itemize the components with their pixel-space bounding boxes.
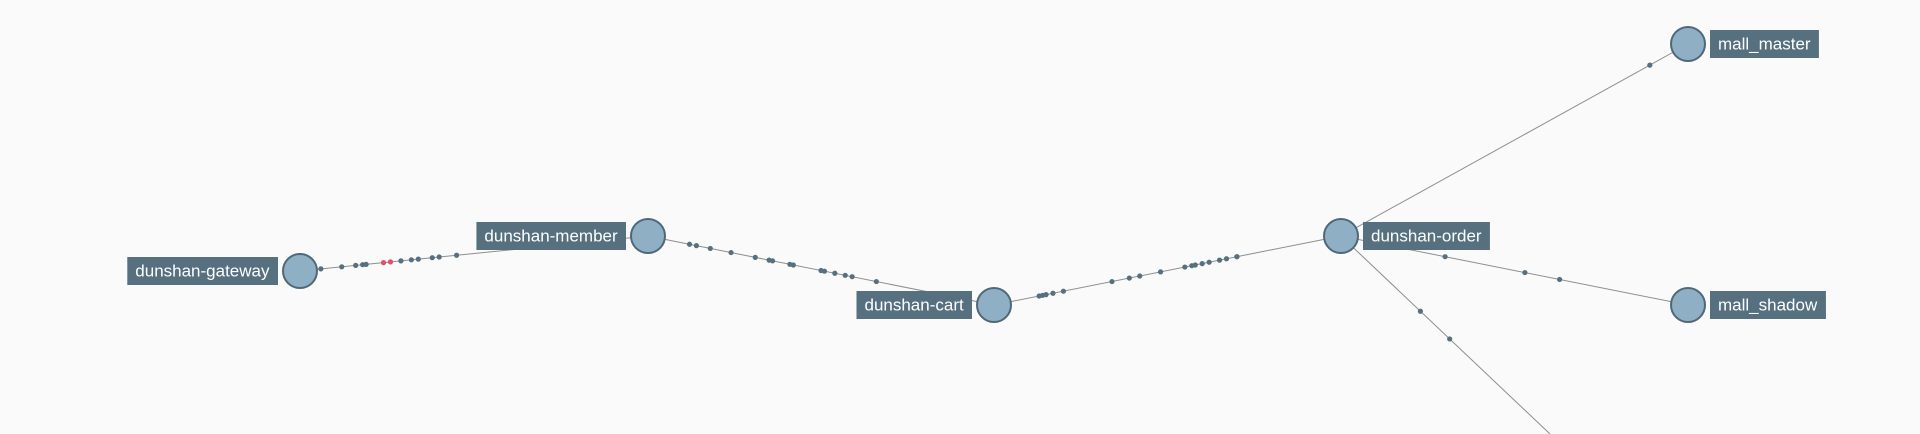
traffic-dot [1216, 257, 1223, 263]
traffic-dot [728, 249, 734, 256]
traffic-dot [873, 278, 879, 285]
traffic-dot [429, 255, 435, 261]
nodes-layer: dunshan-gateway dunshan-member dunshan-car… [127, 26, 1826, 323]
service-node-dunshan-order[interactable]: dunshan-order [1323, 218, 1490, 254]
traffic-dot [408, 257, 414, 263]
service-node-dunshan-member[interactable]: dunshan-member [476, 218, 666, 254]
traffic-dot [1126, 275, 1132, 281]
service-node-label: dunshan-member [484, 226, 618, 245]
service-node-label: mall_master [1718, 34, 1811, 53]
traffic-dot [849, 274, 855, 280]
service-node-circle[interactable] [630, 218, 666, 254]
traffic-dot [1442, 254, 1448, 260]
service-node-dunshan-gateway[interactable]: dunshan-gateway [127, 253, 318, 289]
service-node-mall_master[interactable]: mall_master [1670, 26, 1819, 62]
traffic-dot [398, 258, 404, 264]
service-node-mall_shadow[interactable]: mall_shadow [1670, 287, 1826, 323]
service-node-circle[interactable] [282, 253, 318, 289]
traffic-dot [1137, 273, 1143, 279]
service-node-circle[interactable] [1670, 287, 1706, 323]
service-node-circle[interactable] [1670, 26, 1706, 62]
edge-dunshan-order-to-mall_master[interactable] [1340, 43, 1689, 237]
traffic-dot [1182, 264, 1188, 270]
service-node-label-bg [856, 291, 972, 319]
traffic-dot [1199, 261, 1205, 267]
traffic-dot [1206, 259, 1212, 265]
service-node-label: dunshan-gateway [135, 261, 270, 280]
traffic-dot [363, 261, 369, 267]
traffic-dot [1157, 269, 1164, 275]
traffic-dot [353, 262, 359, 268]
traffic-dot [436, 254, 442, 260]
traffic-dot [339, 264, 345, 270]
traffic-dot [842, 272, 848, 278]
traffic-dot [415, 256, 421, 262]
error-traffic-dot [380, 260, 387, 266]
traffic-dot [693, 243, 700, 249]
traffic-dot [686, 241, 693, 247]
service-node-label: dunshan-order [1371, 226, 1482, 245]
traffic-dots-layer [318, 62, 1653, 342]
traffic-dot [454, 252, 460, 258]
traffic-dot [1109, 278, 1115, 285]
service-node-label-bg [476, 222, 626, 250]
traffic-dot [1050, 290, 1056, 296]
service-node-label-bg [127, 257, 278, 285]
edge-dunshan-order-to-offscreen[interactable] [1340, 235, 1551, 434]
service-node-label: mall_shadow [1718, 295, 1818, 314]
service-node-circle[interactable] [1323, 218, 1359, 254]
traffic-dot [1647, 62, 1653, 68]
service-node-label-bg [1710, 291, 1826, 319]
traffic-dot [1557, 276, 1563, 283]
traffic-dot [1192, 262, 1198, 268]
traffic-dot [707, 245, 713, 252]
traffic-dot [1060, 288, 1066, 294]
error-traffic-dot [387, 259, 394, 265]
service-node-label-bg [1363, 222, 1490, 250]
traffic-dot [752, 254, 758, 260]
service-node-dunshan-cart[interactable]: dunshan-cart [856, 287, 1012, 323]
traffic-dot [1447, 336, 1453, 342]
traffic-dot [769, 258, 776, 264]
traffic-dot [1417, 308, 1424, 314]
traffic-dot [832, 270, 838, 276]
service-node-label: dunshan-cart [864, 295, 964, 314]
traffic-dot [1223, 256, 1230, 262]
traffic-dot [318, 266, 324, 272]
traffic-dot [821, 268, 828, 274]
service-node-label-bg [1710, 30, 1819, 58]
traffic-dot [1522, 269, 1528, 276]
traffic-dot [790, 262, 796, 268]
traffic-dot [1043, 292, 1049, 298]
traffic-dot [1234, 254, 1240, 260]
service-node-circle[interactable] [976, 287, 1012, 323]
